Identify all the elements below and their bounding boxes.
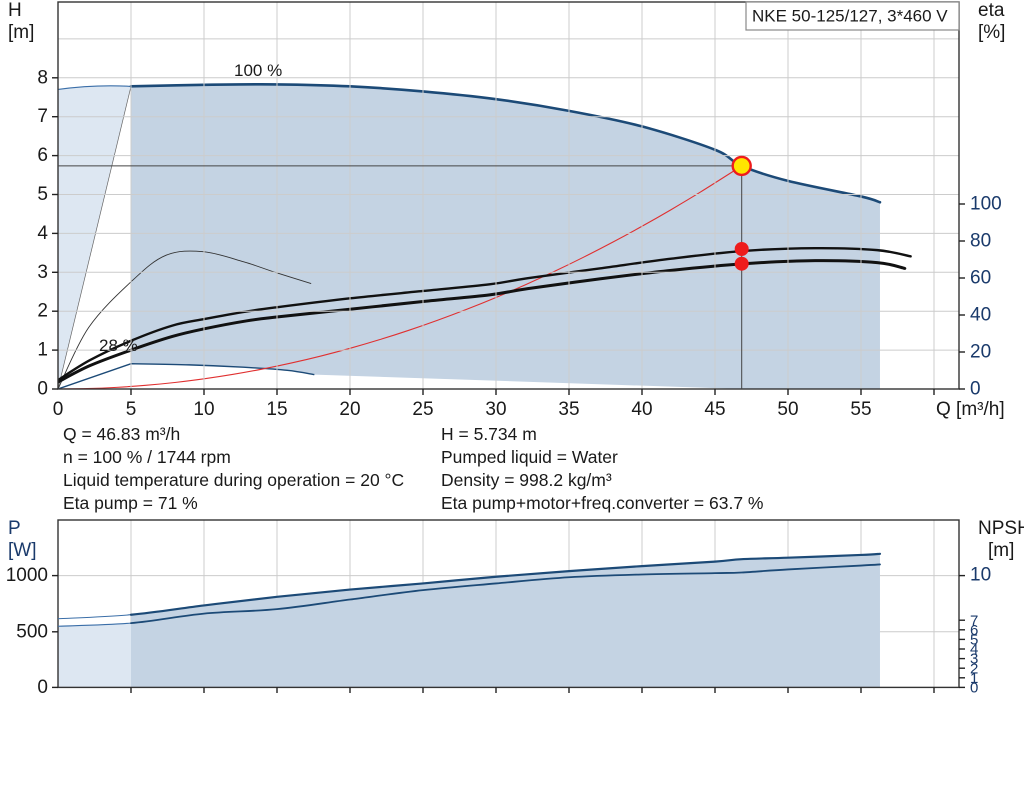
- svg-text:NKE 50-125/127, 3*460 V: NKE 50-125/127, 3*460 V: [752, 7, 948, 26]
- svg-text:500: 500: [16, 621, 48, 642]
- svg-text:0: 0: [970, 379, 981, 400]
- svg-text:35: 35: [558, 399, 579, 420]
- svg-text:3: 3: [37, 262, 48, 283]
- svg-text:6: 6: [37, 145, 48, 166]
- svg-text:0: 0: [37, 379, 48, 400]
- svg-text:30: 30: [485, 399, 506, 420]
- svg-text:[W]: [W]: [8, 540, 37, 561]
- svg-text:20: 20: [970, 342, 991, 363]
- svg-text:eta: eta: [978, 0, 1005, 21]
- svg-text:55: 55: [850, 399, 871, 420]
- svg-text:7: 7: [970, 612, 978, 629]
- svg-text:8: 8: [37, 67, 48, 88]
- svg-text:n = 100 % / 1744 rpm: n = 100 % / 1744 rpm: [63, 447, 231, 467]
- svg-text:50: 50: [777, 399, 798, 420]
- svg-text:0: 0: [53, 399, 64, 420]
- svg-text:Q [m³/h]: Q [m³/h]: [936, 399, 1005, 420]
- svg-text:Liquid temperature during oper: Liquid temperature during operation = 20…: [63, 470, 404, 490]
- svg-text:45: 45: [704, 399, 725, 420]
- svg-text:Pumped liquid = Water: Pumped liquid = Water: [441, 447, 618, 467]
- svg-text:15: 15: [266, 399, 287, 420]
- svg-text:NPSH: NPSH: [978, 518, 1024, 539]
- svg-text:H: H: [8, 0, 22, 21]
- svg-text:0: 0: [37, 677, 48, 698]
- svg-text:100 %: 100 %: [234, 61, 282, 80]
- svg-text:H = 5.734 m: H = 5.734 m: [441, 424, 537, 444]
- svg-text:Density = 998.2 kg/m³: Density = 998.2 kg/m³: [441, 470, 612, 490]
- svg-text:10: 10: [970, 565, 991, 586]
- svg-text:4: 4: [37, 223, 48, 244]
- svg-text:7: 7: [37, 106, 48, 127]
- svg-text:Eta pump+motor+freq.converter: Eta pump+motor+freq.converter = 63.7 %: [441, 493, 763, 513]
- svg-text:Q = 46.83 m³/h: Q = 46.83 m³/h: [63, 424, 180, 444]
- svg-text:[m]: [m]: [988, 540, 1014, 561]
- svg-text:2: 2: [37, 301, 48, 322]
- svg-text:20: 20: [339, 399, 360, 420]
- svg-text:[m]: [m]: [8, 22, 34, 43]
- svg-text:P: P: [8, 518, 21, 539]
- svg-text:1: 1: [37, 340, 48, 361]
- svg-text:100: 100: [970, 194, 1002, 215]
- svg-text:10: 10: [193, 399, 214, 420]
- svg-text:5: 5: [126, 399, 137, 420]
- svg-text:40: 40: [631, 399, 652, 420]
- svg-text:80: 80: [970, 231, 991, 252]
- svg-text:1000: 1000: [6, 565, 48, 586]
- svg-text:40: 40: [970, 305, 991, 326]
- svg-text:28 %: 28 %: [99, 336, 138, 355]
- svg-text:25: 25: [412, 399, 433, 420]
- svg-text:Eta pump = 71 %: Eta pump = 71 %: [63, 493, 198, 513]
- svg-text:[%]: [%]: [978, 22, 1005, 43]
- svg-text:5: 5: [37, 184, 48, 205]
- svg-text:60: 60: [970, 268, 991, 289]
